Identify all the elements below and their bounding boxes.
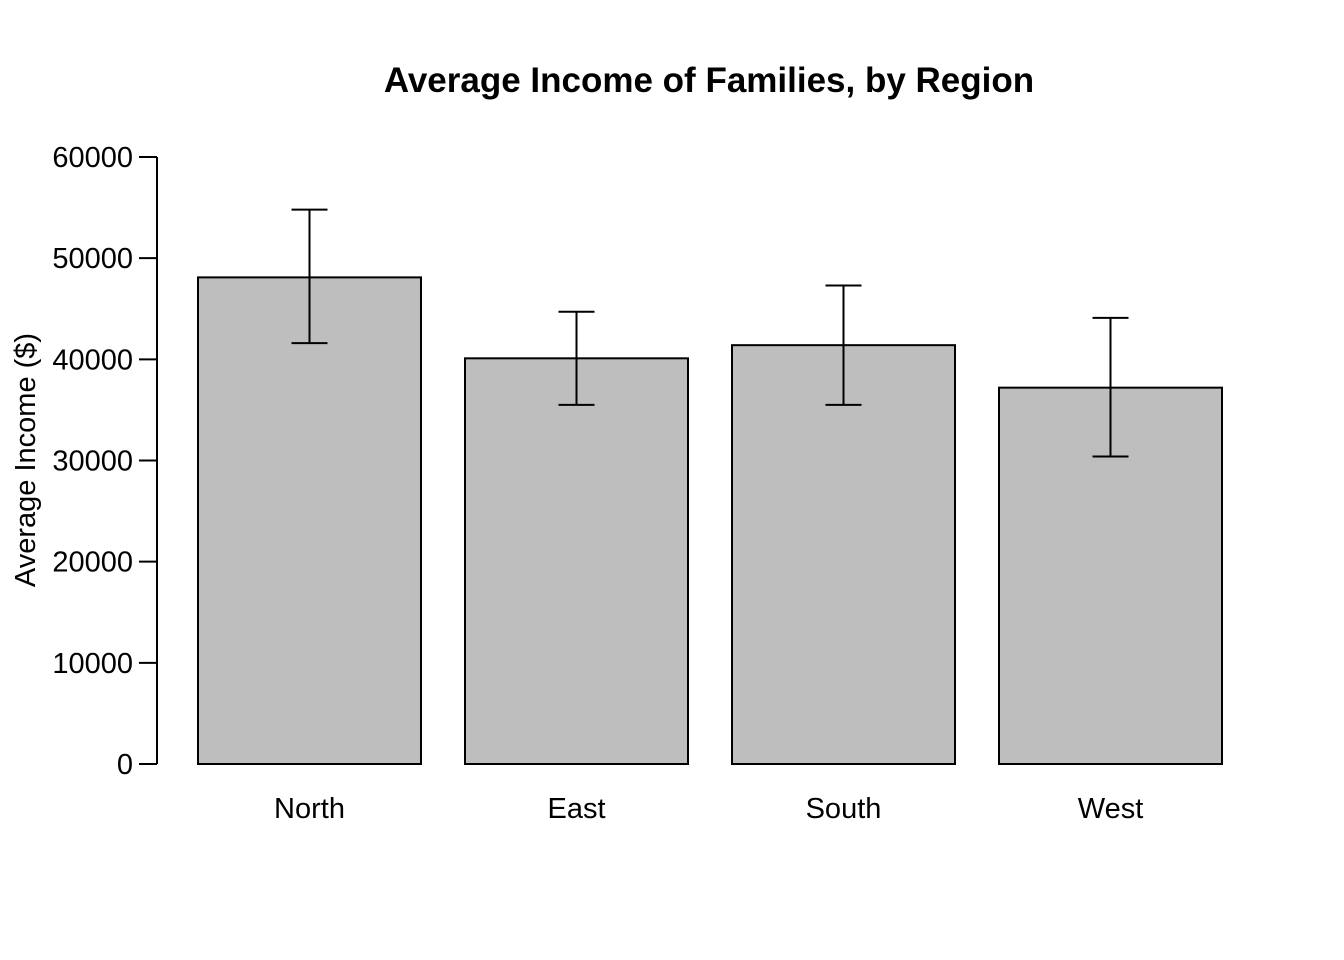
chart-title: Average Income of Families, by Region: [384, 61, 1034, 100]
y-tick-label: 20000: [52, 547, 133, 579]
y-tick-label: 30000: [52, 446, 133, 478]
x-tick-label: North: [274, 793, 345, 825]
error-bar-north: [291, 208, 328, 345]
y-tick-label: 60000: [52, 142, 133, 174]
y-axis-label: Average Income ($): [10, 333, 42, 587]
y-axis: 0 10000 20000 30000 40000 50000 60000: [52, 142, 158, 781]
x-axis-labels: North East South West: [274, 793, 1143, 825]
bars: [197, 276, 1223, 765]
y-tick-label: 40000: [52, 344, 133, 376]
x-tick-label: East: [547, 793, 605, 825]
y-tick-label: 50000: [52, 243, 133, 275]
y-tick-label: 10000: [52, 648, 133, 680]
x-tick-label: West: [1078, 793, 1144, 825]
bar-north: [197, 276, 422, 765]
error-bar-east: [558, 310, 595, 406]
x-tick-label: South: [806, 793, 882, 825]
error-bars: [291, 208, 1129, 458]
bar-south: [731, 344, 956, 765]
error-bar-west: [1092, 316, 1129, 458]
bar-east: [464, 357, 689, 765]
y-tick-label: 0: [117, 749, 133, 781]
error-bar-south: [825, 284, 862, 406]
